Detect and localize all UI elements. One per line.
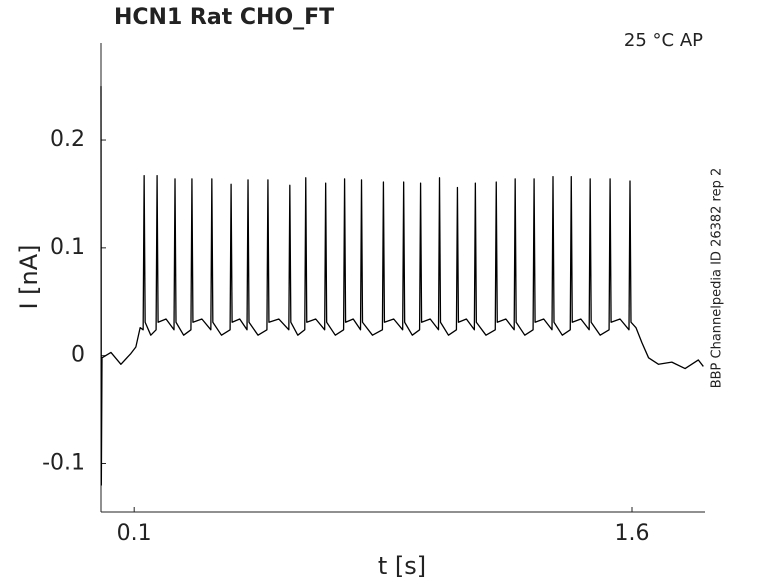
y-tick-label: 0.1 [50,235,85,260]
y-tick-label: 0.2 [50,127,85,152]
y-axis-label: I [nA] [15,244,43,309]
annotation: 25 °C AP [624,30,703,51]
x-tick-label: 1.6 [614,521,649,546]
chart-title: HCN1 Rat CHO_FT [114,5,334,30]
x-axis-label: t [s] [378,552,426,580]
y-tick-label: 0 [71,343,85,368]
y-tick-label: -0.1 [42,450,85,475]
trace [100,86,704,486]
side-note: BBP Channelpedia ID 26382 rep 2 [710,168,725,389]
x-tick-label: 0.1 [117,521,152,546]
